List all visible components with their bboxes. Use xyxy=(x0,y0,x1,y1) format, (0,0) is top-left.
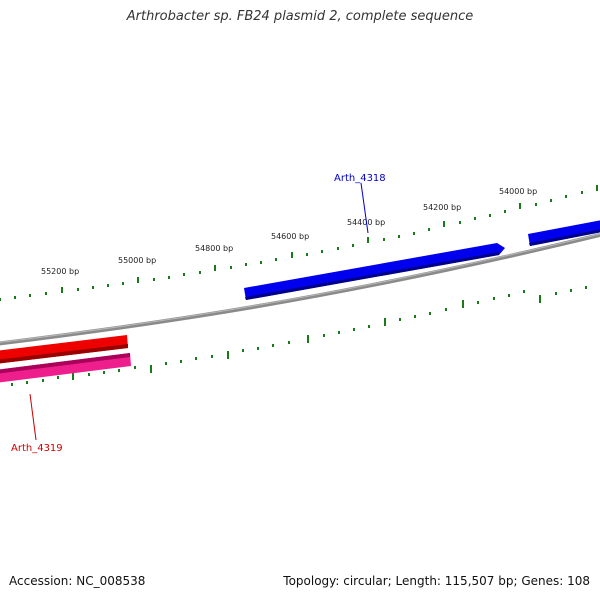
gene-red[interactable] xyxy=(0,335,128,364)
gene-name[interactable]: Arth_4319 xyxy=(11,443,63,454)
tick-label-54800: 54800 bp xyxy=(195,244,233,253)
callout-line xyxy=(29,393,37,441)
tick-label-55000: 55000 bp xyxy=(118,256,156,265)
gene-name[interactable]: Arth_4318 xyxy=(334,173,386,184)
gene-label-arth-4318[interactable]: Arth_4318 xyxy=(334,173,386,234)
gene-label-arth-4319[interactable]: Arth_4319 xyxy=(11,393,63,454)
tick-label-54600: 54600 bp xyxy=(271,232,309,241)
sequence-backbone xyxy=(0,233,600,346)
sequence-backbone-highlight xyxy=(0,233,600,343)
sequence-summary: Topology: circular; Length: 115,507 bp; … xyxy=(283,574,590,588)
gene-arrow[interactable] xyxy=(528,220,600,246)
tick-label-55200: 55200 bp xyxy=(41,267,79,276)
accession-label: Accession: NC_008538 xyxy=(9,574,146,588)
callout-line xyxy=(360,182,369,234)
inner-tick-track xyxy=(11,286,587,386)
gene-blue-partial[interactable] xyxy=(528,220,600,246)
tick-label-54000: 54000 bp xyxy=(499,187,537,196)
tick-label-54200: 54200 bp xyxy=(423,203,461,212)
gene-arth-4318[interactable] xyxy=(244,243,505,300)
gene-arrow-shade xyxy=(529,229,600,246)
gene-arrow-shade xyxy=(0,344,128,364)
map-title: Arthrobacter sp. FB24 plasmid 2, complet… xyxy=(126,9,474,24)
gene-arrow-shade xyxy=(0,353,130,374)
tick-labels: 55200 bp 55000 bp 54800 bp 54600 bp 5440… xyxy=(41,187,537,276)
gene-arrow-shade xyxy=(245,252,499,300)
outer-tick-track xyxy=(0,185,598,301)
gene-arth-4319[interactable] xyxy=(0,353,131,383)
